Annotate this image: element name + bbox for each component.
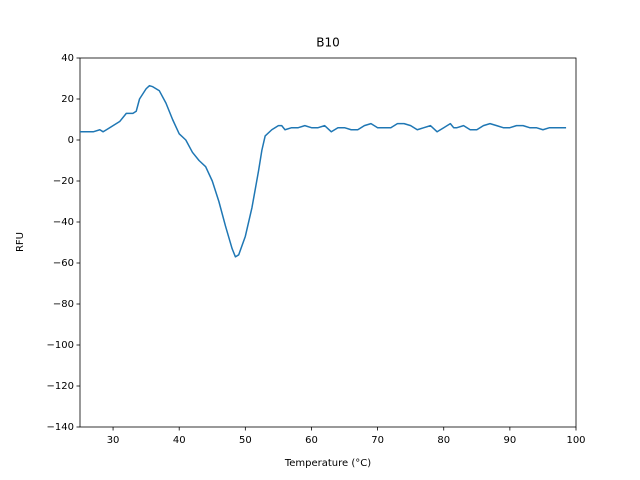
x-tick-label: 100 [566, 435, 585, 446]
data-line [80, 84, 567, 258]
y-tick-label: −100 [47, 340, 74, 351]
x-tick-label: 40 [173, 435, 186, 446]
y-tick-label: −140 [47, 422, 74, 433]
y-axis-label: RFU [15, 232, 26, 252]
x-axis-label: Temperature (°C) [284, 458, 371, 469]
y-tick-label: 40 [61, 53, 74, 64]
y-tick-label: 20 [61, 94, 74, 105]
x-tick-label: 60 [305, 435, 318, 446]
y-tick-label: −80 [53, 299, 74, 310]
x-tick-label: 80 [437, 435, 450, 446]
y-tick-label: −120 [47, 381, 74, 392]
axes-frame [79, 57, 577, 428]
y-tick-label: −20 [53, 176, 74, 187]
x-tick-label: 70 [371, 435, 384, 446]
x-tick-label: 90 [503, 435, 516, 446]
x-tick-label: 50 [239, 435, 252, 446]
y-tick-label: −40 [53, 217, 74, 228]
chart-title: B10 [316, 36, 340, 50]
y-tick-label: 0 [68, 135, 74, 146]
y-tick-label: −60 [53, 258, 74, 269]
x-tick-label: 30 [107, 435, 120, 446]
